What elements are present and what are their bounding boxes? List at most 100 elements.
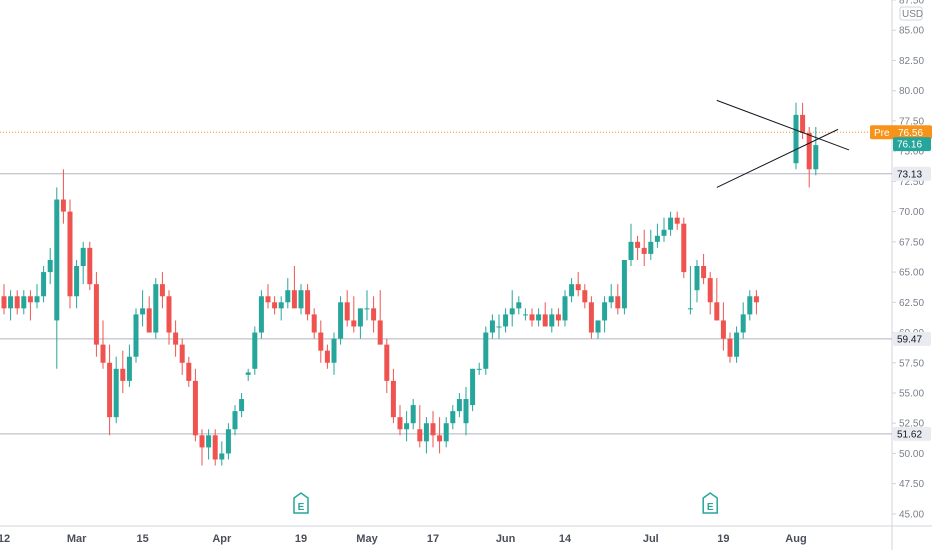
candle-body[interactable] xyxy=(14,296,20,309)
candle-body[interactable] xyxy=(734,332,740,357)
candle-body[interactable] xyxy=(496,326,502,328)
candle-body[interactable] xyxy=(727,338,733,357)
candle-body[interactable] xyxy=(80,247,86,267)
candle-body[interactable] xyxy=(483,332,489,369)
candle-body[interactable] xyxy=(344,302,350,321)
candle-body[interactable] xyxy=(34,296,40,303)
candle-body[interactable] xyxy=(47,259,53,273)
candle-body[interactable] xyxy=(714,302,720,321)
candle-body[interactable] xyxy=(542,314,548,327)
candle-body[interactable] xyxy=(635,241,641,248)
candle-body[interactable] xyxy=(813,145,819,170)
candle-body[interactable] xyxy=(232,411,238,430)
candle-body[interactable] xyxy=(621,259,627,309)
candle-body[interactable] xyxy=(324,350,330,363)
candle-body[interactable] xyxy=(311,314,317,333)
candle-body[interactable] xyxy=(252,332,258,369)
candle-body[interactable] xyxy=(608,296,614,303)
candle-body[interactable] xyxy=(87,247,93,285)
candle-body[interactable] xyxy=(126,356,132,381)
candle-body[interactable] xyxy=(100,344,106,363)
candle-body[interactable] xyxy=(305,290,311,315)
candle-body[interactable] xyxy=(285,290,291,303)
candle-body[interactable] xyxy=(522,314,528,316)
candle-body[interactable] xyxy=(173,332,179,345)
candle-body[interactable] xyxy=(562,296,568,321)
candle-body[interactable] xyxy=(687,308,693,310)
earnings-marker-icon[interactable] xyxy=(702,492,718,514)
candle-body[interactable] xyxy=(60,199,66,212)
candle-body[interactable] xyxy=(206,435,212,448)
candle-body[interactable] xyxy=(364,308,370,310)
candle-body[interactable] xyxy=(338,302,344,339)
candle-body[interactable] xyxy=(615,296,621,309)
candle-body[interactable] xyxy=(140,308,146,315)
candle-body[interactable] xyxy=(377,320,383,345)
candle-body[interactable] xyxy=(463,399,469,424)
candle-body[interactable] xyxy=(470,368,476,406)
candle-body[interactable] xyxy=(120,368,126,381)
candle-body[interactable] xyxy=(159,284,165,297)
candle-body[interactable] xyxy=(351,320,357,327)
candle-body[interactable] xyxy=(701,266,707,279)
candle-body[interactable] xyxy=(430,423,436,436)
candle-body[interactable] xyxy=(245,372,251,375)
triangle-upper-line[interactable] xyxy=(716,99,850,151)
candle-body[interactable] xyxy=(390,380,396,418)
candle-body[interactable] xyxy=(74,266,80,297)
candle-body[interactable] xyxy=(265,296,271,303)
candle-body[interactable] xyxy=(806,133,812,170)
candle-body[interactable] xyxy=(212,435,218,460)
candle-body[interactable] xyxy=(331,338,337,363)
candle-body[interactable] xyxy=(186,362,192,381)
earnings-marker-icon[interactable] xyxy=(293,492,309,514)
candle-body[interactable] xyxy=(489,320,495,333)
candle-body[interactable] xyxy=(291,290,297,309)
candle-body[interactable] xyxy=(476,368,482,370)
candle-body[interactable] xyxy=(516,302,522,309)
candle-body[interactable] xyxy=(107,362,113,418)
candle-body[interactable] xyxy=(443,423,449,442)
candle-body[interactable] xyxy=(410,405,416,424)
candle-body[interactable] xyxy=(67,211,73,297)
candle-body[interactable] xyxy=(278,302,284,309)
candle-body[interactable] xyxy=(417,429,423,442)
candle-body[interactable] xyxy=(555,314,561,321)
candle-body[interactable] xyxy=(8,296,14,309)
candle-body[interactable] xyxy=(661,229,667,236)
candle-body[interactable] xyxy=(397,417,403,430)
candle-body[interactable] xyxy=(753,296,759,303)
candle-body[interactable] xyxy=(569,284,575,297)
candle-body[interactable] xyxy=(503,314,509,327)
candle-body[interactable] xyxy=(529,314,535,321)
candle-body[interactable] xyxy=(654,235,660,242)
candle-body[interactable] xyxy=(133,314,139,357)
candle-body[interactable] xyxy=(166,296,172,333)
candle-body[interactable] xyxy=(1,296,7,309)
candle-body[interactable] xyxy=(602,302,608,321)
candle-body[interactable] xyxy=(456,399,462,412)
candle-body[interactable] xyxy=(371,308,377,321)
candle-body[interactable] xyxy=(437,435,443,442)
candle-body[interactable] xyxy=(588,302,594,333)
candle-body[interactable] xyxy=(54,199,60,321)
candle-body[interactable] xyxy=(298,290,304,309)
candle-body[interactable] xyxy=(21,296,27,309)
candle-body[interactable] xyxy=(93,284,99,345)
candle-body[interactable] xyxy=(674,217,680,224)
candle-body[interactable] xyxy=(628,241,634,260)
candle-body[interactable] xyxy=(740,314,746,333)
candle-body[interactable] xyxy=(641,247,647,254)
candle-body[interactable] xyxy=(720,320,726,339)
candle-body[interactable] xyxy=(113,368,119,418)
candle-body[interactable] xyxy=(239,399,245,412)
candle-body[interactable] xyxy=(219,453,225,460)
candle-body[interactable] xyxy=(450,411,456,424)
candle-body[interactable] xyxy=(582,290,588,303)
candle-body[interactable] xyxy=(595,320,601,333)
candle-body[interactable] xyxy=(747,296,753,315)
candle-body[interactable] xyxy=(549,314,555,327)
candle-body[interactable] xyxy=(668,217,674,230)
candle-body[interactable] xyxy=(199,435,205,448)
candle-body[interactable] xyxy=(536,314,542,321)
